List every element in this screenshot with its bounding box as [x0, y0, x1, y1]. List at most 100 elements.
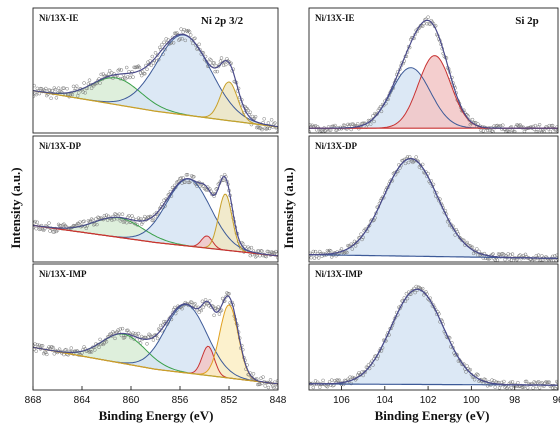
data-point	[199, 308, 204, 313]
data-point	[82, 81, 86, 85]
data-point	[197, 310, 201, 315]
data-point	[499, 127, 504, 131]
data-point	[508, 253, 513, 257]
data-point	[253, 114, 258, 119]
data-point	[126, 75, 130, 79]
data-point	[110, 218, 114, 222]
data-point	[212, 313, 216, 318]
data-point	[523, 379, 528, 384]
data-point	[224, 295, 228, 299]
data-point	[98, 81, 102, 85]
data-point	[493, 385, 497, 389]
data-point	[371, 114, 375, 118]
data-point	[475, 247, 479, 251]
data-point	[530, 382, 534, 386]
data-point	[75, 94, 80, 98]
data-point	[192, 302, 196, 307]
data-point	[273, 121, 277, 125]
data-point	[403, 161, 408, 166]
data-point	[524, 379, 529, 384]
x-tick-label: 860	[123, 395, 140, 406]
data-point	[537, 259, 542, 262]
data-point	[186, 28, 191, 33]
data-point	[248, 253, 253, 258]
data-point	[414, 155, 418, 159]
data-point	[212, 61, 216, 65]
baseline-line	[33, 346, 278, 385]
data-point	[89, 217, 94, 221]
data-point	[429, 300, 434, 304]
data-point	[151, 61, 156, 65]
data-point	[554, 386, 558, 390]
data-point	[348, 122, 352, 127]
data-point	[456, 359, 461, 363]
data-point	[90, 218, 95, 222]
envelope-line	[309, 288, 558, 386]
data-point	[180, 36, 184, 41]
data-point	[276, 378, 278, 383]
panel-label: Ni/13X-IE	[39, 13, 79, 23]
data-point	[95, 222, 99, 227]
data-point	[151, 218, 156, 222]
data-point	[548, 129, 553, 133]
data-point	[162, 319, 166, 324]
data-point	[225, 291, 229, 295]
data-point	[221, 63, 226, 68]
data-point	[491, 252, 495, 256]
si-panel-3: Ni/13X-IMP	[308, 263, 559, 391]
data-point	[48, 88, 52, 93]
data-point	[481, 129, 486, 133]
data-point	[547, 123, 552, 128]
data-point	[547, 380, 552, 384]
data-point	[61, 86, 65, 90]
data-point	[309, 129, 311, 133]
data-point	[37, 343, 42, 348]
data-point	[413, 290, 417, 295]
data-point	[262, 117, 266, 121]
peak-fill-low	[33, 81, 278, 127]
data-point	[406, 160, 411, 165]
data-point	[253, 255, 258, 259]
data-point	[184, 173, 189, 177]
data-point	[510, 252, 515, 256]
data-point	[238, 246, 243, 250]
data-point	[87, 350, 92, 355]
data-point	[502, 252, 506, 257]
data-point	[309, 255, 313, 260]
data-point	[127, 330, 131, 335]
data-point	[143, 71, 147, 76]
data-point	[264, 254, 269, 259]
data-point	[193, 36, 197, 41]
data-point	[248, 110, 253, 115]
x-tick-label: 102	[420, 395, 437, 406]
x-tick-label: 100	[463, 395, 480, 406]
data-point	[47, 221, 51, 225]
data-point	[345, 250, 349, 255]
data-point	[77, 91, 81, 95]
data-point	[533, 257, 538, 261]
data-point	[89, 350, 94, 354]
data-point	[464, 370, 468, 374]
ni-2p-chart: Ni/13X-IE Ni/13X-DP Ni/13X-IMP Ni 2p 3/2 I…	[8, 7, 287, 423]
data-point	[123, 76, 128, 81]
data-point	[118, 327, 123, 331]
data-point	[33, 219, 37, 224]
data-point	[339, 247, 344, 251]
data-point	[536, 253, 541, 257]
data-point	[193, 301, 197, 306]
data-point	[256, 125, 260, 129]
data-point	[208, 57, 212, 62]
data-point	[192, 174, 196, 179]
data-point	[86, 219, 91, 223]
data-point	[266, 121, 271, 125]
data-point	[203, 187, 208, 192]
data-point	[115, 330, 119, 334]
data-point	[171, 41, 176, 45]
data-point	[33, 343, 35, 347]
si-2p-chart: Ni/13X-IE Ni/13X-DP Ni/13X-IMP Si 2p Inten…	[281, 7, 560, 423]
data-point	[227, 291, 231, 296]
baseline-line	[33, 224, 278, 257]
data-point	[53, 87, 58, 92]
data-point	[136, 216, 141, 220]
data-point	[476, 373, 480, 377]
